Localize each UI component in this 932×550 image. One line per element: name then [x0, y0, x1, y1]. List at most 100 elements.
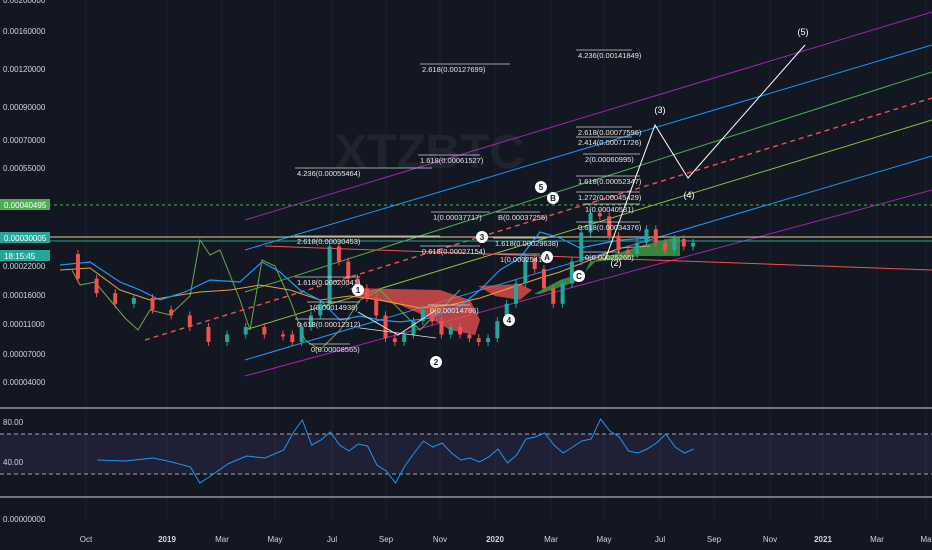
price-tick-label: 0.00070000	[3, 136, 46, 145]
fib-level-label: 4.236(0.00055464)	[297, 169, 361, 178]
wave-mark-label: C	[576, 272, 582, 281]
candle-body	[262, 327, 267, 335]
time-tick-label: Mar	[870, 535, 884, 544]
candle-body	[187, 315, 192, 327]
candle-body	[94, 278, 99, 294]
candle-body	[560, 283, 565, 304]
price-tag	[0, 199, 50, 210]
candle-body	[597, 213, 602, 217]
candle-body	[150, 298, 155, 310]
time-axis[interactable]: Oct 2019 Mar May Jul Sep Nov 2020 Mar May Jul Sep No…	[80, 535, 932, 544]
cloud-bearish	[478, 284, 532, 300]
candle-body	[625, 250, 630, 255]
price-tag	[0, 232, 50, 243]
candle-body	[318, 303, 323, 316]
time-tick-label: Sep	[379, 535, 394, 544]
candle-body	[458, 327, 463, 335]
fib-zigzag	[359, 327, 437, 339]
candle-body	[616, 235, 621, 251]
wave-mark-circle[interactable]	[430, 356, 442, 368]
candle-body	[327, 246, 332, 304]
wave-mark-label: 3	[480, 233, 485, 242]
projection-line	[604, 44, 806, 261]
price-tick-label: 0.00022000	[3, 262, 46, 271]
fib-level-label: 2.618(0.00030453)	[297, 237, 361, 246]
candle-body	[169, 309, 174, 316]
time-tick-label: 2019	[158, 535, 176, 544]
candle-body	[644, 229, 649, 243]
candle-body	[346, 261, 351, 279]
projection-label: (3)	[655, 105, 666, 115]
candle-body	[532, 257, 537, 269]
wave-mark-circle[interactable]	[476, 231, 488, 243]
time-tick-label: Mar	[215, 535, 229, 544]
time-tick-label: Oct	[80, 535, 93, 544]
fib-level-label: 1.618(0.00020041)	[297, 278, 361, 287]
fib-level-label: 1.618(0.00052347)	[578, 177, 642, 186]
rsi-line	[97, 418, 694, 484]
candle-body	[355, 278, 360, 289]
median-line	[144, 97, 932, 341]
wave-mark-circle[interactable]	[573, 270, 585, 282]
fib-level-label: 1.272(0.00045429)	[578, 193, 642, 202]
wave-marks: 1 2 3 4 5 A B C	[352, 181, 585, 368]
pitchfork-channels	[0, 11, 932, 377]
wave-mark-circle[interactable]	[352, 284, 364, 296]
price-tick-label: 0.00120000	[3, 65, 46, 74]
time-tick-label: Mar	[544, 535, 558, 544]
fib-level-label: B(0.00037255)	[498, 213, 548, 222]
candle-body	[523, 257, 528, 284]
candle-body	[290, 334, 295, 342]
fib-level-label: 1(0.00025410)	[500, 255, 549, 264]
candle-body	[672, 239, 677, 251]
fib-level-label: 0.618(0.00012312)	[297, 320, 361, 329]
time-tick-label: May	[267, 535, 282, 544]
fib-level-label: 2(0.00060995)	[585, 155, 634, 164]
wave-mark-circle[interactable]	[503, 314, 515, 326]
candle-body	[336, 246, 341, 262]
wave-mark-circle[interactable]	[547, 192, 559, 204]
osc-tick-label: 80.00	[3, 418, 24, 427]
candle-body	[411, 321, 416, 335]
fib-level-label: 0.618(0.00027154)	[422, 247, 486, 256]
candle-body	[308, 315, 313, 327]
price-tag-label: 0.00030005	[4, 234, 47, 243]
wave-mark-circle[interactable]	[535, 181, 547, 193]
fib-level-label: 0(0.00014786)	[430, 306, 479, 315]
time-tick-label: Nov	[433, 535, 447, 544]
time-tick-label: Sep	[707, 535, 722, 544]
candle-body	[579, 232, 584, 262]
candle-body	[392, 338, 397, 342]
price-tick-label: 0.00007000	[3, 350, 46, 359]
wave-mark-label: 1	[356, 286, 361, 295]
candle-body	[476, 338, 481, 342]
candle-body	[486, 338, 491, 342]
projection-label: (2)	[611, 258, 622, 268]
time-tick-label: Jul	[327, 535, 337, 544]
candle-body	[225, 334, 230, 342]
time-tick-label: May	[596, 535, 611, 544]
channel-line	[244, 11, 932, 221]
conversion-line	[59, 231, 651, 323]
price-tag-label: 0.00040495	[4, 201, 47, 210]
indicator-lines	[59, 231, 651, 351]
price-axis[interactable]: 0.00200000 0.00160000 0.00120000 0.00090000…	[3, 0, 46, 387]
price-tick-label: 0.00160000	[3, 27, 46, 36]
fib-level-label: 1.618(0.00061527)	[420, 156, 484, 165]
candle-body	[588, 213, 593, 233]
time-tick-label: Ma	[920, 535, 932, 544]
candles	[75, 209, 696, 346]
candle-body	[374, 298, 379, 316]
candle-body	[691, 242, 696, 247]
price-tag	[0, 250, 50, 261]
candle-body	[243, 327, 248, 335]
wave-mark-label: A	[544, 253, 550, 262]
rsi-pane: 80.00 40.00 0.00000000	[0, 418, 932, 524]
candle-body	[467, 334, 472, 339]
fib-zigzag	[357, 309, 437, 336]
wave-mark-circle[interactable]	[541, 251, 553, 263]
channel-line	[244, 189, 932, 377]
candle-body	[569, 261, 574, 284]
fib-levels: 4.236(0.00141849) 2.618(0.00127699) 2.618(…	[295, 49, 642, 354]
